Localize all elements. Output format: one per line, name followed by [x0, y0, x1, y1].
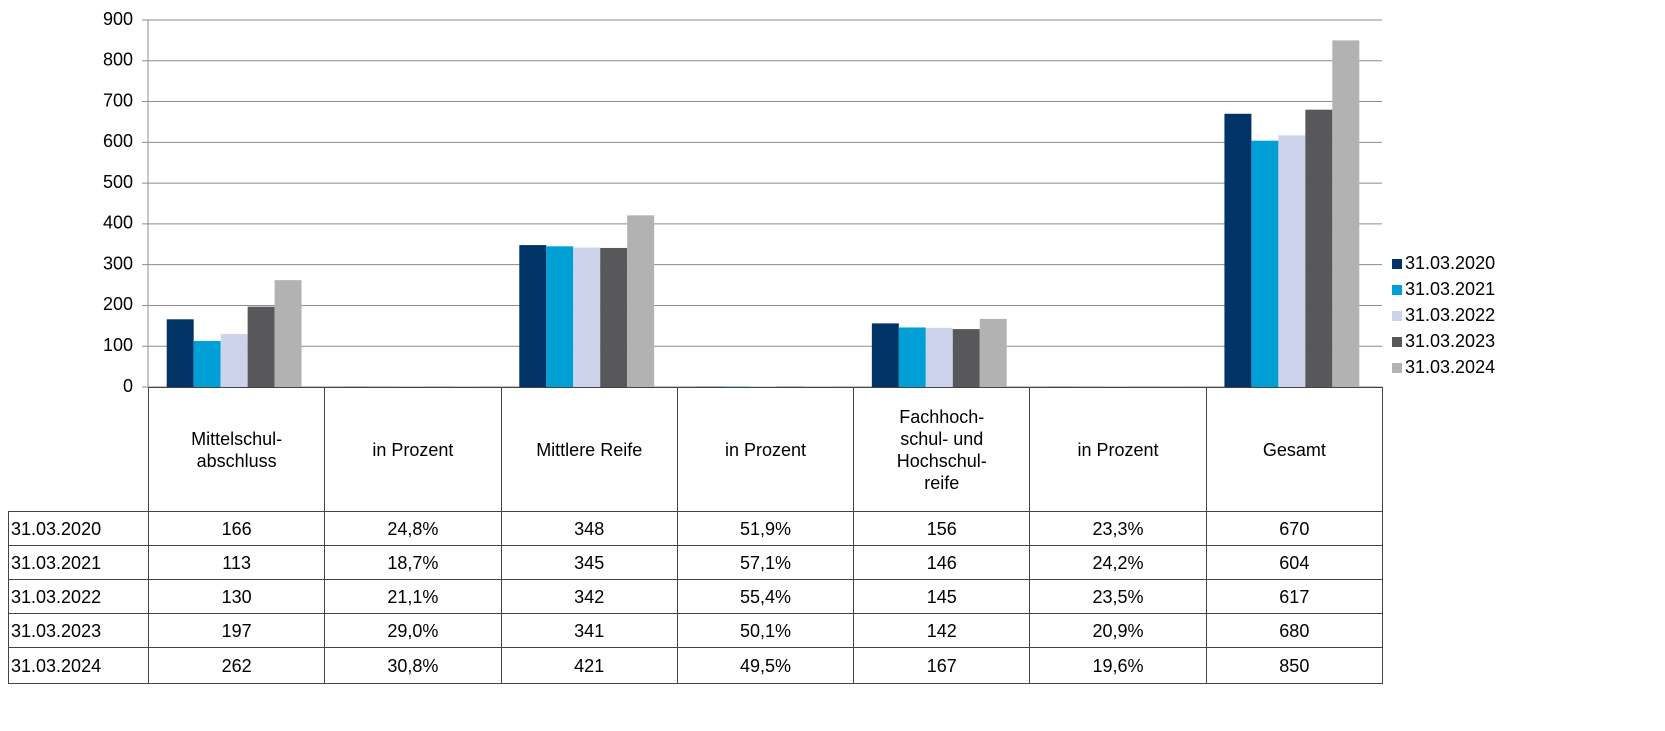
table-cell: 24,2% [1029, 545, 1207, 580]
table-cell: 145 [853, 579, 1031, 614]
table-cell: 130 [147, 579, 326, 614]
row-header: 31.03.2023 [8, 613, 149, 648]
legend-swatch [1392, 363, 1402, 373]
bar [1305, 109, 1333, 387]
category-header: Fachhoch- schul- und Hochschul- reife [853, 387, 1031, 512]
table-cell: 146 [853, 545, 1031, 580]
legend-swatch [1392, 337, 1402, 347]
table-cell: 49,5% [676, 647, 855, 684]
bar [519, 245, 547, 387]
y-tick-label: 200 [103, 294, 133, 314]
category-header: Mittlere Reife [500, 387, 678, 512]
data-table: Mittelschul- abschluss in Prozent Mittlere… [8, 387, 1383, 684]
table-cell: 113 [147, 545, 326, 580]
y-tick-label: 100 [103, 335, 133, 355]
y-tick-label: 700 [103, 90, 133, 110]
corner-cell [8, 387, 149, 512]
table-cell: 23,3% [1029, 511, 1207, 546]
bar [220, 333, 248, 387]
bar [952, 329, 980, 387]
legend-label: 31.03.2023 [1405, 331, 1495, 351]
table-cell: 850 [1205, 647, 1383, 684]
category-header: in Prozent [1029, 387, 1207, 512]
table-cell: 24,8% [324, 511, 502, 546]
table-cell: 197 [147, 613, 326, 648]
table-cell: 156 [853, 511, 1031, 546]
table-cell: 166 [147, 511, 326, 546]
table-cell: 421 [500, 647, 678, 684]
bar [573, 247, 601, 387]
y-tick-label: 300 [103, 253, 133, 273]
y-tick-label: 600 [103, 131, 133, 151]
legend-swatch [1392, 259, 1402, 269]
legend-label: 31.03.2020 [1405, 253, 1495, 273]
category-header: Gesamt [1205, 387, 1383, 512]
bar [898, 327, 926, 387]
bar [627, 215, 655, 387]
table-cell: 51,9% [676, 511, 855, 546]
bar [1224, 113, 1252, 388]
bar [1251, 140, 1279, 387]
bar [871, 323, 899, 387]
data-row: 31.03.2022 130 21,1% 342 55,4% 145 23,5% 617 [8, 579, 1383, 614]
table-cell: 21,1% [324, 579, 502, 614]
header-row: Mittelschul- abschluss in Prozent Mittlere… [8, 387, 1383, 512]
legend-swatch [1392, 311, 1402, 321]
table-cell: 262 [147, 647, 326, 684]
y-tick-label: 400 [103, 213, 133, 233]
y-tick-label: 900 [103, 9, 133, 29]
bar [1278, 135, 1306, 387]
table-cell: 341 [500, 613, 678, 648]
table-cell: 142 [853, 613, 1031, 648]
data-row: 31.03.2024 262 30,8% 421 49,5% 167 19,6% 850 [8, 647, 1383, 684]
y-tick-label: 500 [103, 172, 133, 192]
bar [193, 340, 221, 387]
data-row: 31.03.2020 166 24,8% 348 51,9% 156 23,3% 670 [8, 511, 1383, 546]
y-tick-label: 0 [123, 376, 133, 396]
bar [274, 280, 302, 387]
table-cell: 29,0% [324, 613, 502, 648]
bar [166, 319, 194, 387]
bar [600, 247, 628, 387]
table-cell: 18,7% [324, 545, 502, 580]
legend-label: 31.03.2024 [1405, 357, 1495, 377]
table-cell: 20,9% [1029, 613, 1207, 648]
table-cell: 345 [500, 545, 678, 580]
category-header: in Prozent [676, 387, 855, 512]
table-cell: 167 [853, 647, 1031, 684]
table-cell: 617 [1205, 579, 1383, 614]
row-header: 31.03.2020 [8, 511, 149, 546]
legend-swatch [1392, 285, 1402, 295]
bar [979, 318, 1007, 387]
row-header: 31.03.2021 [8, 545, 149, 580]
table-cell: 55,4% [676, 579, 855, 614]
table-cell: 604 [1205, 545, 1383, 580]
bar [1332, 40, 1360, 388]
table-cell: 23,5% [1029, 579, 1207, 614]
row-header: 31.03.2024 [8, 647, 149, 684]
table-cell: 342 [500, 579, 678, 614]
bar [546, 246, 574, 387]
bar [247, 306, 275, 387]
data-row: 31.03.2023 197 29,0% 341 50,1% 142 20,9% 680 [8, 613, 1383, 648]
data-row: 31.03.2021 113 18,7% 345 57,1% 146 24,2% 604 [8, 545, 1383, 580]
legend-label: 31.03.2021 [1405, 279, 1495, 299]
table-cell: 670 [1205, 511, 1383, 546]
table-cell: 57,1% [676, 545, 855, 580]
bar [925, 327, 953, 387]
category-header: in Prozent [324, 387, 502, 512]
legend-label: 31.03.2022 [1405, 305, 1495, 325]
table-cell: 50,1% [676, 613, 855, 648]
row-header: 31.03.2022 [8, 579, 149, 614]
table-cell: 19,6% [1029, 647, 1207, 684]
table-cell: 680 [1205, 613, 1383, 648]
y-tick-label: 800 [103, 50, 133, 70]
table-cell: 348 [500, 511, 678, 546]
table-cell: 30,8% [324, 647, 502, 684]
category-header: Mittelschul- abschluss [147, 387, 326, 512]
